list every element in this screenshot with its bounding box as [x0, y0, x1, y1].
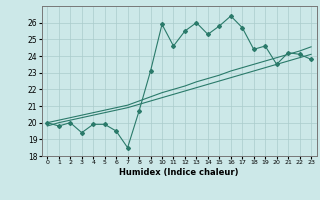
X-axis label: Humidex (Indice chaleur): Humidex (Indice chaleur): [119, 168, 239, 177]
